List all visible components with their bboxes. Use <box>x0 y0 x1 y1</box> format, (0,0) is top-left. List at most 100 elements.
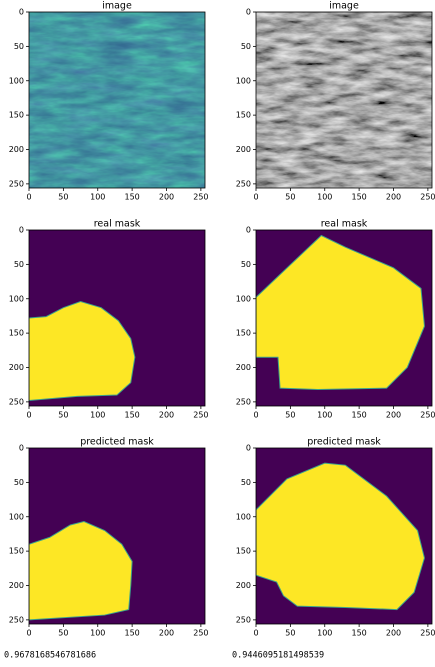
image-area <box>29 12 205 188</box>
y-tick-label: 250 <box>9 179 24 188</box>
x-tick-label: 200 <box>386 193 401 202</box>
y-tick-label: 250 <box>236 397 251 406</box>
x-tick-label: 200 <box>386 629 401 638</box>
y-tick-label: 100 <box>9 76 24 85</box>
x-tick-label: 0 <box>26 193 31 202</box>
x-tick-label: 0 <box>26 629 31 638</box>
x-tick-label: 0 <box>253 193 258 202</box>
mask-region <box>29 521 133 621</box>
panel-title: predicted mask <box>307 437 381 448</box>
y-tick-label: 150 <box>236 547 251 556</box>
x-tick-label: 150 <box>124 411 139 420</box>
image-area <box>29 448 205 624</box>
x-tick-label: 50 <box>58 629 68 638</box>
y-tick-label: 200 <box>236 145 251 154</box>
x-tick-label: 100 <box>317 411 332 420</box>
x-tick-label: 150 <box>351 193 366 202</box>
y-tick-label: 250 <box>236 179 251 188</box>
x-tick-label: 100 <box>90 193 105 202</box>
mask-region <box>29 300 136 402</box>
panel-title: real mask <box>321 219 368 230</box>
x-tick-label: 150 <box>351 629 366 638</box>
y-tick-label: 150 <box>236 329 251 338</box>
mask-region <box>256 234 425 391</box>
y-tick-label: 50 <box>14 42 24 51</box>
y-tick-label: 100 <box>9 294 24 303</box>
y-tick-label: 250 <box>9 615 24 624</box>
x-tick-label: 250 <box>420 193 435 202</box>
y-tick-label: 150 <box>236 111 251 120</box>
x-tick-label: 50 <box>58 193 68 202</box>
mask-region <box>256 462 425 611</box>
x-tick-label: 150 <box>124 193 139 202</box>
image-area <box>256 12 432 188</box>
y-tick-label: 200 <box>9 145 24 154</box>
score: 0.9678168546781686 <box>4 651 96 661</box>
x-tick-label: 100 <box>90 629 105 638</box>
x-tick-label: 200 <box>386 411 401 420</box>
axes-frame <box>28 229 206 407</box>
x-tick-label: 200 <box>159 193 174 202</box>
panel-title: real mask <box>94 219 141 230</box>
x-tick-label: 100 <box>317 193 332 202</box>
y-tick-label: 0 <box>246 226 251 235</box>
y-tick-label: 150 <box>9 111 24 120</box>
y-tick-label: 250 <box>236 615 251 624</box>
x-tick-label: 50 <box>285 411 295 420</box>
x-tick-label: 0 <box>26 411 31 420</box>
x-tick-label: 0 <box>253 411 258 420</box>
y-tick-label: 200 <box>9 581 24 590</box>
x-tick-label: 250 <box>193 193 208 202</box>
y-tick-label: 150 <box>9 547 24 556</box>
y-tick-label: 0 <box>246 8 251 17</box>
x-tick-label: 200 <box>159 629 174 638</box>
image-area <box>256 230 432 406</box>
axes-frame <box>28 11 206 189</box>
y-tick-label: 200 <box>9 363 24 372</box>
x-tick-label: 50 <box>285 193 295 202</box>
x-tick-label: 50 <box>58 411 68 420</box>
y-tick-label: 50 <box>241 42 251 51</box>
axes-frame <box>255 447 433 625</box>
score: 0.9446095181498539 <box>232 651 324 661</box>
x-tick-label: 250 <box>193 629 208 638</box>
x-tick-label: 100 <box>90 411 105 420</box>
x-tick-label: 150 <box>124 629 139 638</box>
axes-frame <box>28 447 206 625</box>
y-tick-label: 0 <box>19 226 24 235</box>
image-area <box>256 448 432 624</box>
y-tick-label: 50 <box>14 478 24 487</box>
x-tick-label: 150 <box>351 411 366 420</box>
x-tick-label: 250 <box>420 411 435 420</box>
panel-title: image <box>102 1 132 12</box>
axes-frame <box>255 229 433 407</box>
y-tick-label: 200 <box>236 363 251 372</box>
y-tick-label: 0 <box>246 444 251 453</box>
y-tick-label: 150 <box>9 329 24 338</box>
x-tick-label: 200 <box>159 411 174 420</box>
y-tick-label: 100 <box>9 512 24 521</box>
x-tick-label: 250 <box>420 629 435 638</box>
panel-title: predicted mask <box>80 437 154 448</box>
image-texture <box>256 12 432 188</box>
y-tick-label: 250 <box>9 397 24 406</box>
axes-frame <box>255 11 433 189</box>
y-tick-label: 0 <box>19 444 24 453</box>
y-tick-label: 200 <box>236 581 251 590</box>
y-tick-label: 50 <box>241 478 251 487</box>
image-area <box>29 230 205 406</box>
y-tick-label: 100 <box>236 512 251 521</box>
image-texture <box>29 12 205 188</box>
x-tick-label: 100 <box>317 629 332 638</box>
y-tick-label: 50 <box>14 260 24 269</box>
y-tick-label: 100 <box>236 294 251 303</box>
x-tick-label: 50 <box>285 629 295 638</box>
x-tick-label: 0 <box>253 629 258 638</box>
